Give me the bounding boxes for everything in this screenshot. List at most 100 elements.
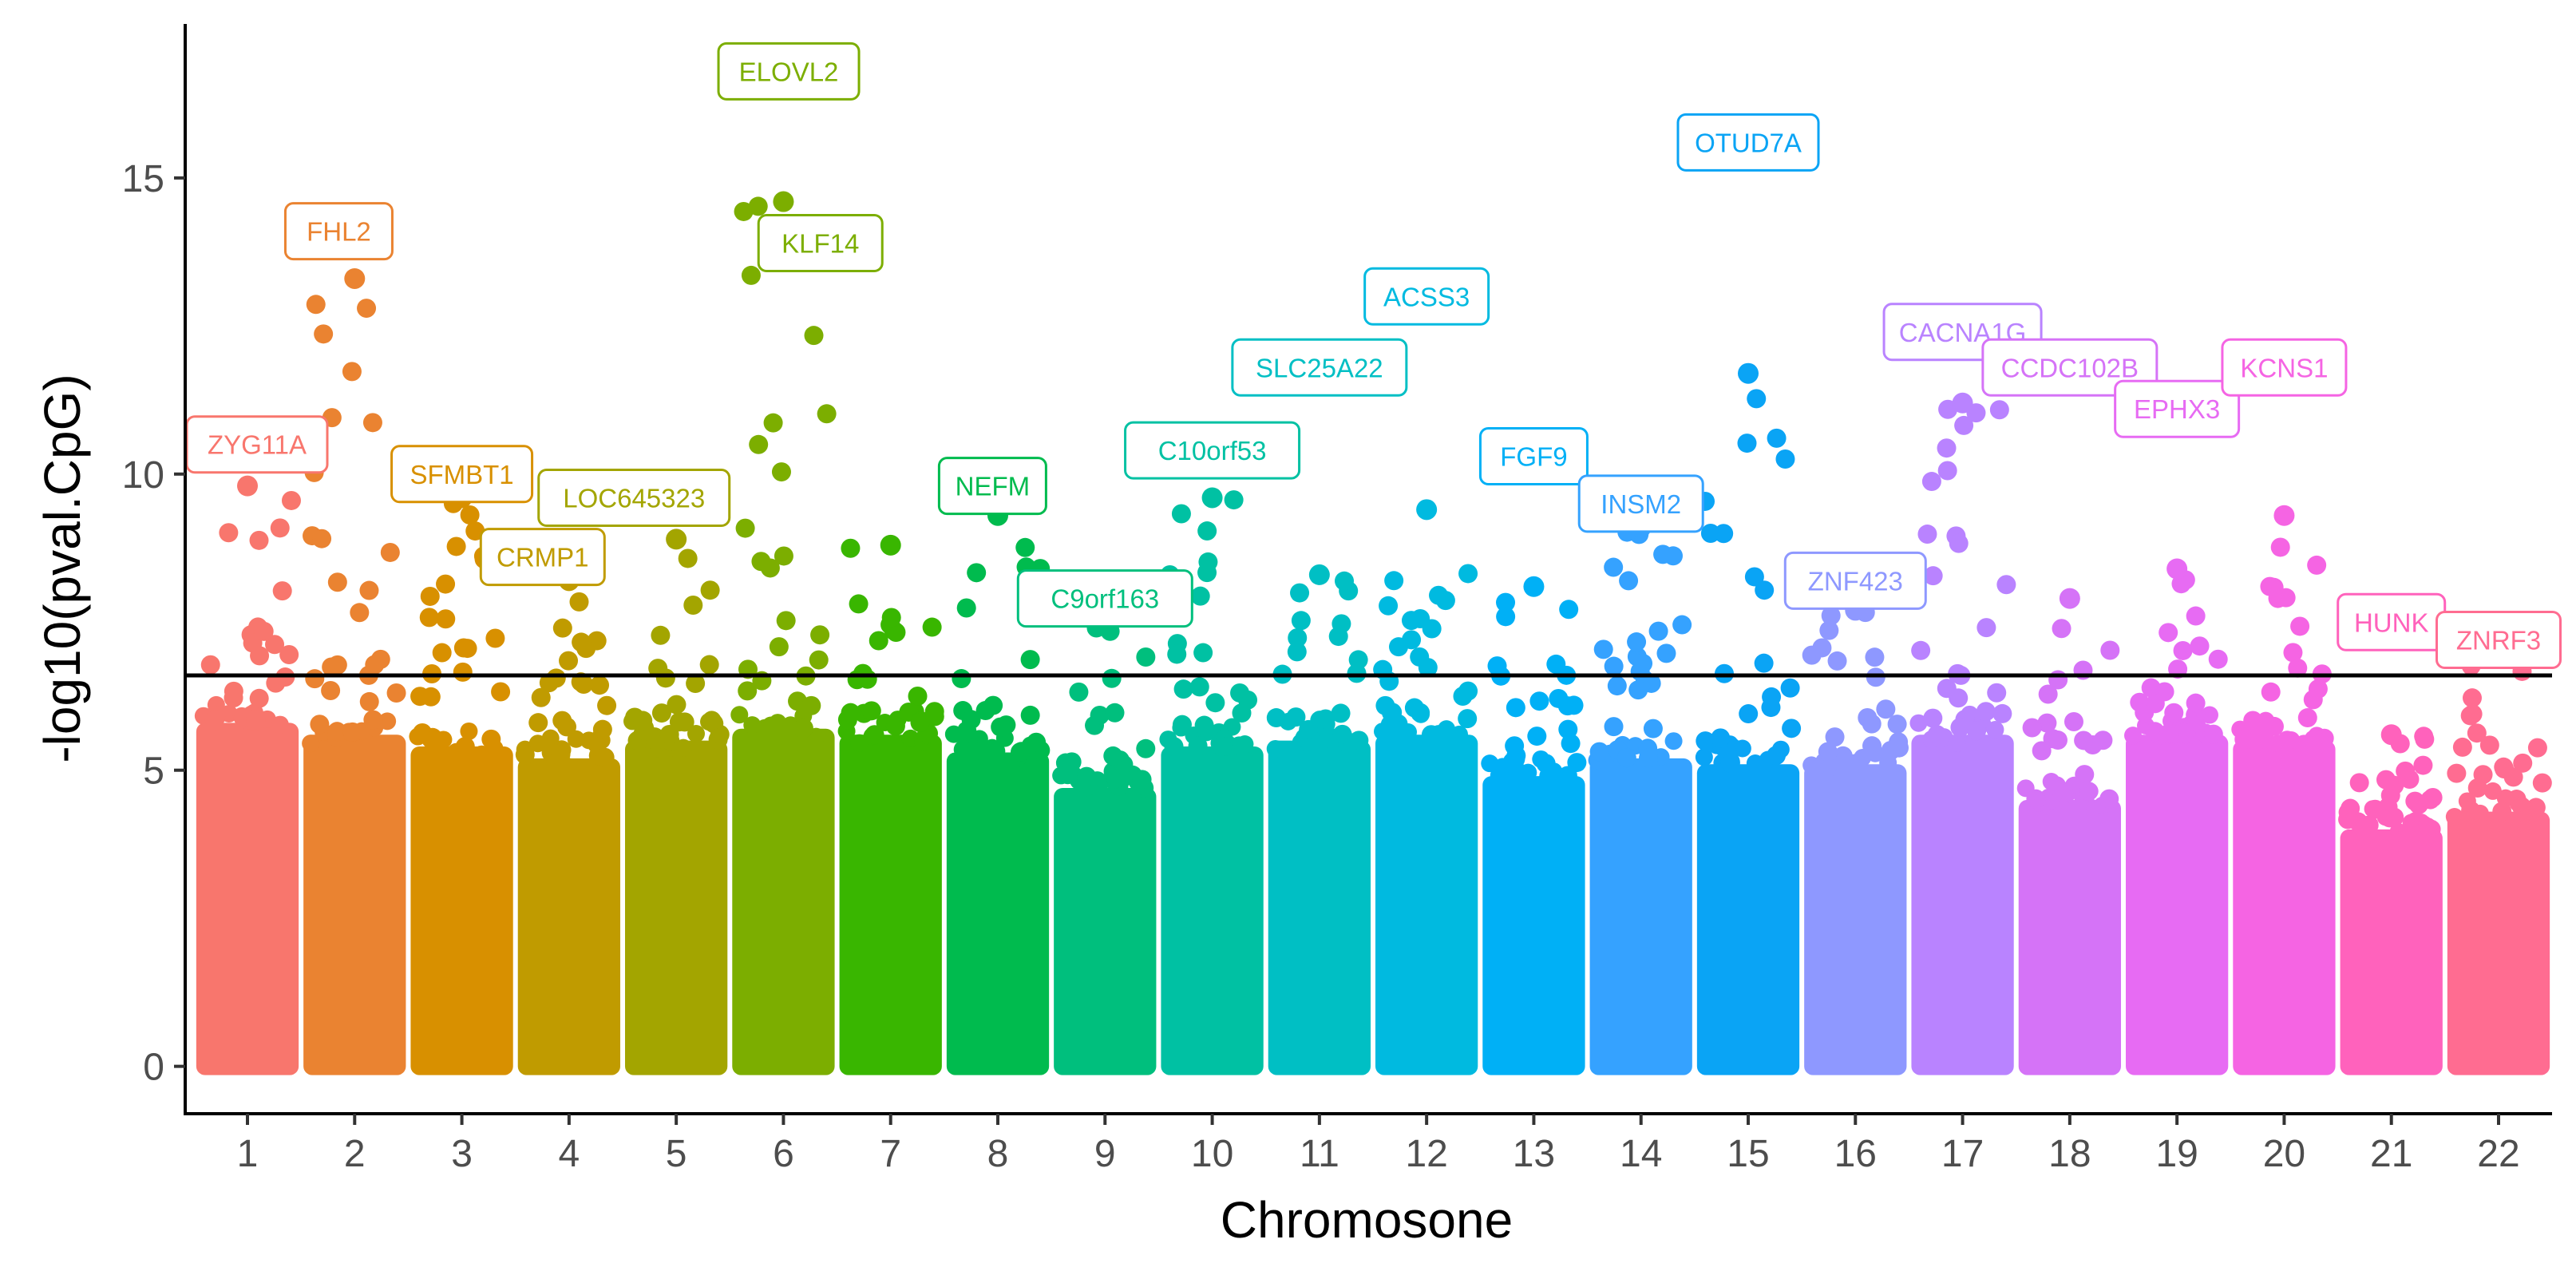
cpg-point	[952, 669, 971, 689]
chromosome-9-dense-points	[1054, 787, 1157, 1075]
gene-label-text: KLF14	[782, 228, 859, 258]
top-cpg-point	[2166, 558, 2188, 580]
cpg-point	[2461, 801, 2481, 821]
gene-label-cacna1g: CACNA1G	[1882, 303, 2043, 362]
cpg-point	[1921, 472, 1941, 492]
chromosome-19-dense-points	[2126, 734, 2229, 1075]
cpg-point	[1458, 564, 1478, 584]
cpg-point	[1299, 719, 1319, 739]
cpg-point	[702, 711, 722, 731]
cpg-point	[1887, 715, 1907, 734]
cpg-point	[265, 635, 285, 655]
cpg-point	[1506, 698, 1525, 718]
cpg-point	[2492, 802, 2512, 822]
cpg-point	[735, 518, 755, 538]
gene-label-text: OTUD7A	[1695, 128, 1802, 157]
cpg-point	[774, 546, 793, 566]
gene-label-text: ZNRF3	[2456, 626, 2541, 655]
gene-label-box	[1981, 338, 2159, 397]
cpg-point	[312, 529, 332, 548]
gene-label-zyg11a: ZYG11A	[185, 415, 329, 474]
cpg-point	[648, 659, 668, 679]
cpg-point	[436, 574, 456, 594]
cpg-point	[1593, 639, 1613, 659]
cpg-point	[1616, 748, 1636, 768]
cpg-point	[1347, 663, 1367, 683]
top-cpg-point	[1523, 576, 1545, 597]
chromosome-11-dense-points	[1268, 740, 1371, 1075]
gene-label-fgf9: FGF9	[1478, 427, 1589, 486]
cpg-point	[1421, 725, 1441, 745]
top-cpg-point	[2273, 505, 2295, 526]
gene-label-ccdc102b: CCDC102B	[1981, 338, 2159, 397]
cpg-point	[1411, 703, 1430, 723]
gene-label-text: EPHX3	[2134, 394, 2220, 424]
cpg-point	[910, 712, 930, 732]
cpg-point	[1865, 647, 1885, 667]
cpg-point	[1077, 766, 1097, 786]
chromosome-8-dense-points	[946, 752, 1050, 1075]
cpg-point	[1619, 571, 1639, 591]
cpg-point	[1967, 721, 1987, 741]
gene-label-text: NEFM	[956, 472, 1031, 501]
cpg-point	[1011, 742, 1031, 762]
chromosome-14-dense-points	[1589, 758, 1692, 1075]
cpg-point	[410, 687, 430, 707]
x-tick-label: 14	[1620, 1133, 1662, 1175]
cpg-point	[2064, 712, 2083, 732]
cpg-point	[327, 572, 347, 592]
chromosome-5-points	[623, 529, 730, 1075]
cpg-point	[1656, 643, 1676, 663]
gene-label-ephx3: EPHX3	[2114, 379, 2241, 438]
x-tick-label: 12	[1405, 1133, 1447, 1175]
cpg-point	[687, 725, 705, 743]
cpg-point	[2462, 688, 2482, 708]
cpg-point	[266, 673, 286, 693]
cpg-point	[420, 586, 440, 606]
chromosome-7-dense-points	[839, 734, 942, 1075]
cpg-point	[2380, 808, 2400, 828]
cpg-point	[515, 745, 535, 765]
cpg-point	[453, 638, 473, 658]
gene-label-insm2: INSM2	[1577, 474, 1704, 533]
cpg-point	[1700, 524, 1720, 544]
cpg-point	[1379, 596, 1399, 616]
cpg-point	[1987, 683, 2007, 703]
cpg-point	[2445, 808, 2463, 826]
x-tick-label: 8	[987, 1133, 1009, 1175]
cpg-point	[1876, 699, 1896, 719]
gene-label-acss3: ACSS3	[1363, 267, 1490, 326]
cpg-point	[2100, 640, 2120, 660]
cpg-point	[1747, 389, 1767, 409]
cpg-point	[2400, 770, 2420, 790]
chromosome-22-dense-points	[2447, 811, 2550, 1075]
cpg-point	[2503, 767, 2523, 787]
cpg-point	[1604, 557, 1624, 577]
cpg-point	[1102, 668, 1122, 688]
cpg-point	[1136, 738, 1156, 758]
cpg-point	[552, 618, 572, 638]
cpg-point	[481, 729, 501, 749]
cpg-point	[595, 747, 615, 767]
gene-label-box	[2436, 611, 2562, 670]
cpg-point	[1189, 677, 1209, 697]
cpg-point	[1782, 719, 1802, 738]
cpg-point	[254, 621, 274, 641]
y-tick-label: 5	[143, 750, 164, 793]
cpg-point	[1266, 708, 1286, 728]
chromosome-15-dense-points	[1696, 764, 1800, 1075]
chromosome-13-points	[1481, 576, 1587, 1075]
gene-label-text: KCNS1	[2240, 353, 2328, 382]
cpg-point	[1332, 724, 1352, 744]
gene-label-crmp1: CRMP1	[479, 528, 606, 587]
cpg-point	[1739, 704, 1759, 724]
cpg-point	[651, 625, 671, 645]
cpg-point	[1194, 715, 1214, 735]
cpg-point	[2145, 694, 2165, 714]
cpg-point	[2201, 706, 2218, 724]
cpg-point	[2349, 773, 2369, 793]
gene-label-hunk: HUNK	[2337, 592, 2447, 651]
cpg-point	[2413, 755, 2433, 775]
chromosome-22-points	[2445, 641, 2552, 1075]
chromosome-12-dense-points	[1375, 734, 1478, 1075]
